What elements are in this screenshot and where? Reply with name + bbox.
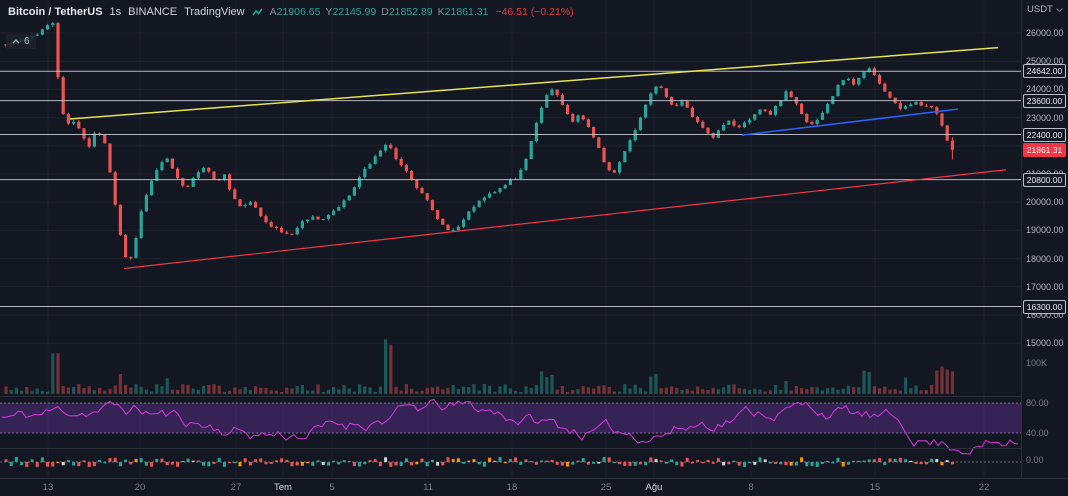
indicator-scale-label: 0.00: [1026, 455, 1044, 465]
time-label: 13: [42, 482, 54, 493]
chevron-down-icon: [1056, 7, 1063, 12]
low-value: 21852.89: [388, 6, 433, 18]
time-label: 11: [423, 482, 433, 493]
open-value: 21906.65: [276, 6, 321, 18]
time-label: 25: [600, 482, 612, 493]
candlestick-series: [4, 21, 954, 260]
price-level-badge[interactable]: 20800.00: [1023, 172, 1066, 187]
change-value: −46.51 (−0.21%): [495, 6, 574, 18]
oscillator-line: [1, 398, 1019, 455]
time-label: 27: [230, 482, 242, 493]
time-label: 8: [748, 482, 754, 493]
price-scale[interactable]: USDT 26000.0025000.0024000.0023000.00210…: [1021, 0, 1068, 479]
time-label: 15: [869, 482, 881, 493]
high-label: Y: [325, 6, 333, 18]
chart-icon: [251, 8, 263, 15]
price-tick-label: 17000.00: [1026, 281, 1064, 292]
indicator-scale-label: 40.00: [1026, 428, 1049, 438]
chevron-up-icon: [12, 39, 20, 44]
price-tick-label: 20000.00: [1026, 197, 1064, 208]
price-tick-label: 19000.00: [1026, 225, 1064, 236]
close-value: 21861.31: [444, 6, 489, 18]
collapsed-indicators-toggle[interactable]: 6: [6, 34, 36, 49]
oscillator-band: [0, 403, 1022, 433]
open-label: A: [269, 6, 277, 18]
price-tick-label: 24000.00: [1026, 84, 1064, 95]
price-level-badge[interactable]: 16300.00: [1023, 299, 1066, 314]
collapsed-count: 6: [24, 36, 30, 47]
indicator-scale-label: 80.00: [1026, 398, 1049, 408]
chart-canvas[interactable]: [0, 0, 1022, 479]
time-label-month: Tem: [274, 482, 292, 493]
close-label: K: [437, 6, 445, 18]
interval-label[interactable]: 1s: [109, 6, 122, 18]
time-scale[interactable]: 13 20 27 Tem 5 11 18 25 Ağu 8 15 22: [0, 478, 1068, 496]
symbol-title[interactable]: Bitcoin / TetherUS: [8, 6, 103, 18]
time-label: 20: [134, 482, 146, 493]
price-tick-label: 25000.00: [1026, 56, 1064, 67]
currency-label: USDT: [1027, 4, 1053, 15]
time-label: 5: [329, 482, 335, 493]
volume-series: [4, 339, 954, 394]
chart-legend: Bitcoin / TetherUS 1s BINANCE TradingVie…: [8, 6, 574, 18]
trendline-short-term-support[interactable]: [741, 108, 959, 136]
exchange-label: BINANCE: [128, 6, 178, 18]
horizontal-level-lines[interactable]: [0, 70, 1022, 308]
currency-toggle[interactable]: USDT: [1027, 4, 1063, 15]
last-price-badge: 21861.31: [1023, 142, 1066, 157]
time-label-month: Ağu: [645, 482, 663, 493]
time-label: 18: [506, 482, 518, 493]
price-tick-label: 16000.00: [1026, 310, 1064, 320]
price-level-badge[interactable]: 23600.00: [1023, 93, 1066, 108]
trendline-ascending-resistance[interactable]: [69, 46, 999, 120]
price-level-badge[interactable]: 22400.00: [1023, 127, 1066, 142]
price-tick-label: 15000.00: [1026, 338, 1064, 349]
trendline-ascending-support[interactable]: [123, 169, 1007, 270]
grid-lines: [0, 0, 1022, 479]
price-tick-label: 23000.00: [1026, 112, 1064, 123]
price-tick-label: 26000.00: [1026, 28, 1064, 38]
ribbon-indicator: [4, 457, 954, 467]
tradingview-brand: TradingView: [184, 6, 245, 18]
time-label: 22: [978, 482, 990, 493]
indicator-scale-label: 100K: [1026, 358, 1048, 368]
price-level-badge[interactable]: 24642.00: [1023, 64, 1066, 79]
low-label: D: [381, 6, 389, 18]
high-value: 22145.99: [332, 6, 377, 18]
ohlc-values: A21906.65 Y22145.99 D21852.89 K21861.31: [270, 6, 489, 18]
price-tick-label: 18000.00: [1026, 253, 1064, 264]
